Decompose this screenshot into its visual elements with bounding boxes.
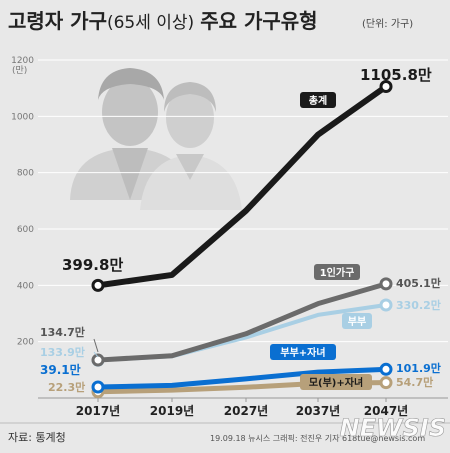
x-tick-label: 2017년 bbox=[76, 404, 120, 418]
start-value-label: 134.7만 bbox=[40, 325, 85, 339]
series-line bbox=[95, 366, 389, 390]
end-value-label: 101.9만 bbox=[396, 361, 441, 375]
svg-text:고령자 가구(65세 이상)주요 가구유형: 고령자 가구(65세 이상) 주요 가구유형 bbox=[8, 9, 318, 33]
leader-line bbox=[93, 338, 99, 353]
y-tick-label: 800 bbox=[17, 169, 34, 179]
series-name-tag bbox=[300, 374, 372, 390]
series-name-tag bbox=[342, 313, 372, 329]
start-value-label: 22.3만 bbox=[48, 380, 85, 394]
series-name-label: 총계 bbox=[309, 94, 327, 107]
series-name-label: 모(부)+자녀 bbox=[309, 376, 363, 389]
source-note: 자료: 통계청 bbox=[8, 431, 66, 444]
newsis-watermark: NEWSIS bbox=[340, 414, 446, 442]
end-value-label: 54.7만 bbox=[396, 375, 433, 389]
leader-line bbox=[93, 351, 99, 358]
end-value-label: 330.2만 bbox=[396, 298, 441, 312]
y-tick-label: 600 bbox=[17, 225, 34, 235]
x-tick-label: 2047년 bbox=[364, 404, 408, 418]
series-point bbox=[379, 277, 393, 291]
y-axis-unit: (만) bbox=[12, 65, 27, 76]
series-point bbox=[91, 353, 105, 367]
series-name-label: 부부+자녀 bbox=[280, 346, 325, 359]
series-point bbox=[91, 278, 105, 292]
x-tick-label: 2037년 bbox=[296, 404, 340, 418]
plot-background bbox=[38, 60, 448, 400]
credit-note: 19.09.18 뉴시스 그래픽: 전진우 기자 618tue@newsis.c… bbox=[210, 433, 425, 443]
x-tick-label: 2019년 bbox=[150, 404, 194, 418]
chart-title: 고령자 가구 bbox=[8, 9, 107, 33]
series-point bbox=[379, 298, 393, 312]
series-point bbox=[379, 80, 393, 94]
elderly-couple-illustration bbox=[70, 68, 242, 210]
start-value-label: 39.1만 bbox=[40, 362, 81, 377]
series-name-label: 부부 bbox=[348, 316, 366, 328]
start-value-label: 133.9만 bbox=[40, 345, 85, 359]
unit-note: (단위: 가구) bbox=[362, 17, 413, 30]
series-point bbox=[379, 376, 393, 390]
y-tick-label: 200 bbox=[17, 338, 34, 348]
y-tick-label: 400 bbox=[17, 281, 34, 291]
series-line bbox=[95, 83, 389, 289]
y-tick-label: 1200 bbox=[11, 56, 34, 66]
series-line bbox=[95, 281, 389, 363]
end-value-label: 1105.8만 bbox=[360, 66, 432, 84]
y-tick-label: 1000 bbox=[11, 112, 34, 122]
series-name-tag bbox=[270, 344, 336, 360]
series-point bbox=[91, 380, 105, 394]
series-name-tag bbox=[300, 92, 336, 108]
chart-title-rest: 주요 가구유형 bbox=[200, 9, 317, 33]
end-value-label: 405.1만 bbox=[396, 276, 441, 290]
series-name-label: 1인가구 bbox=[320, 266, 355, 279]
start-value-label: 399.8만 bbox=[62, 256, 123, 274]
x-tick-label: 2027년 bbox=[224, 404, 268, 418]
series-point bbox=[379, 362, 393, 376]
series-name-tag bbox=[314, 264, 360, 280]
chart-title-paren: (65세 이상) bbox=[107, 13, 194, 33]
